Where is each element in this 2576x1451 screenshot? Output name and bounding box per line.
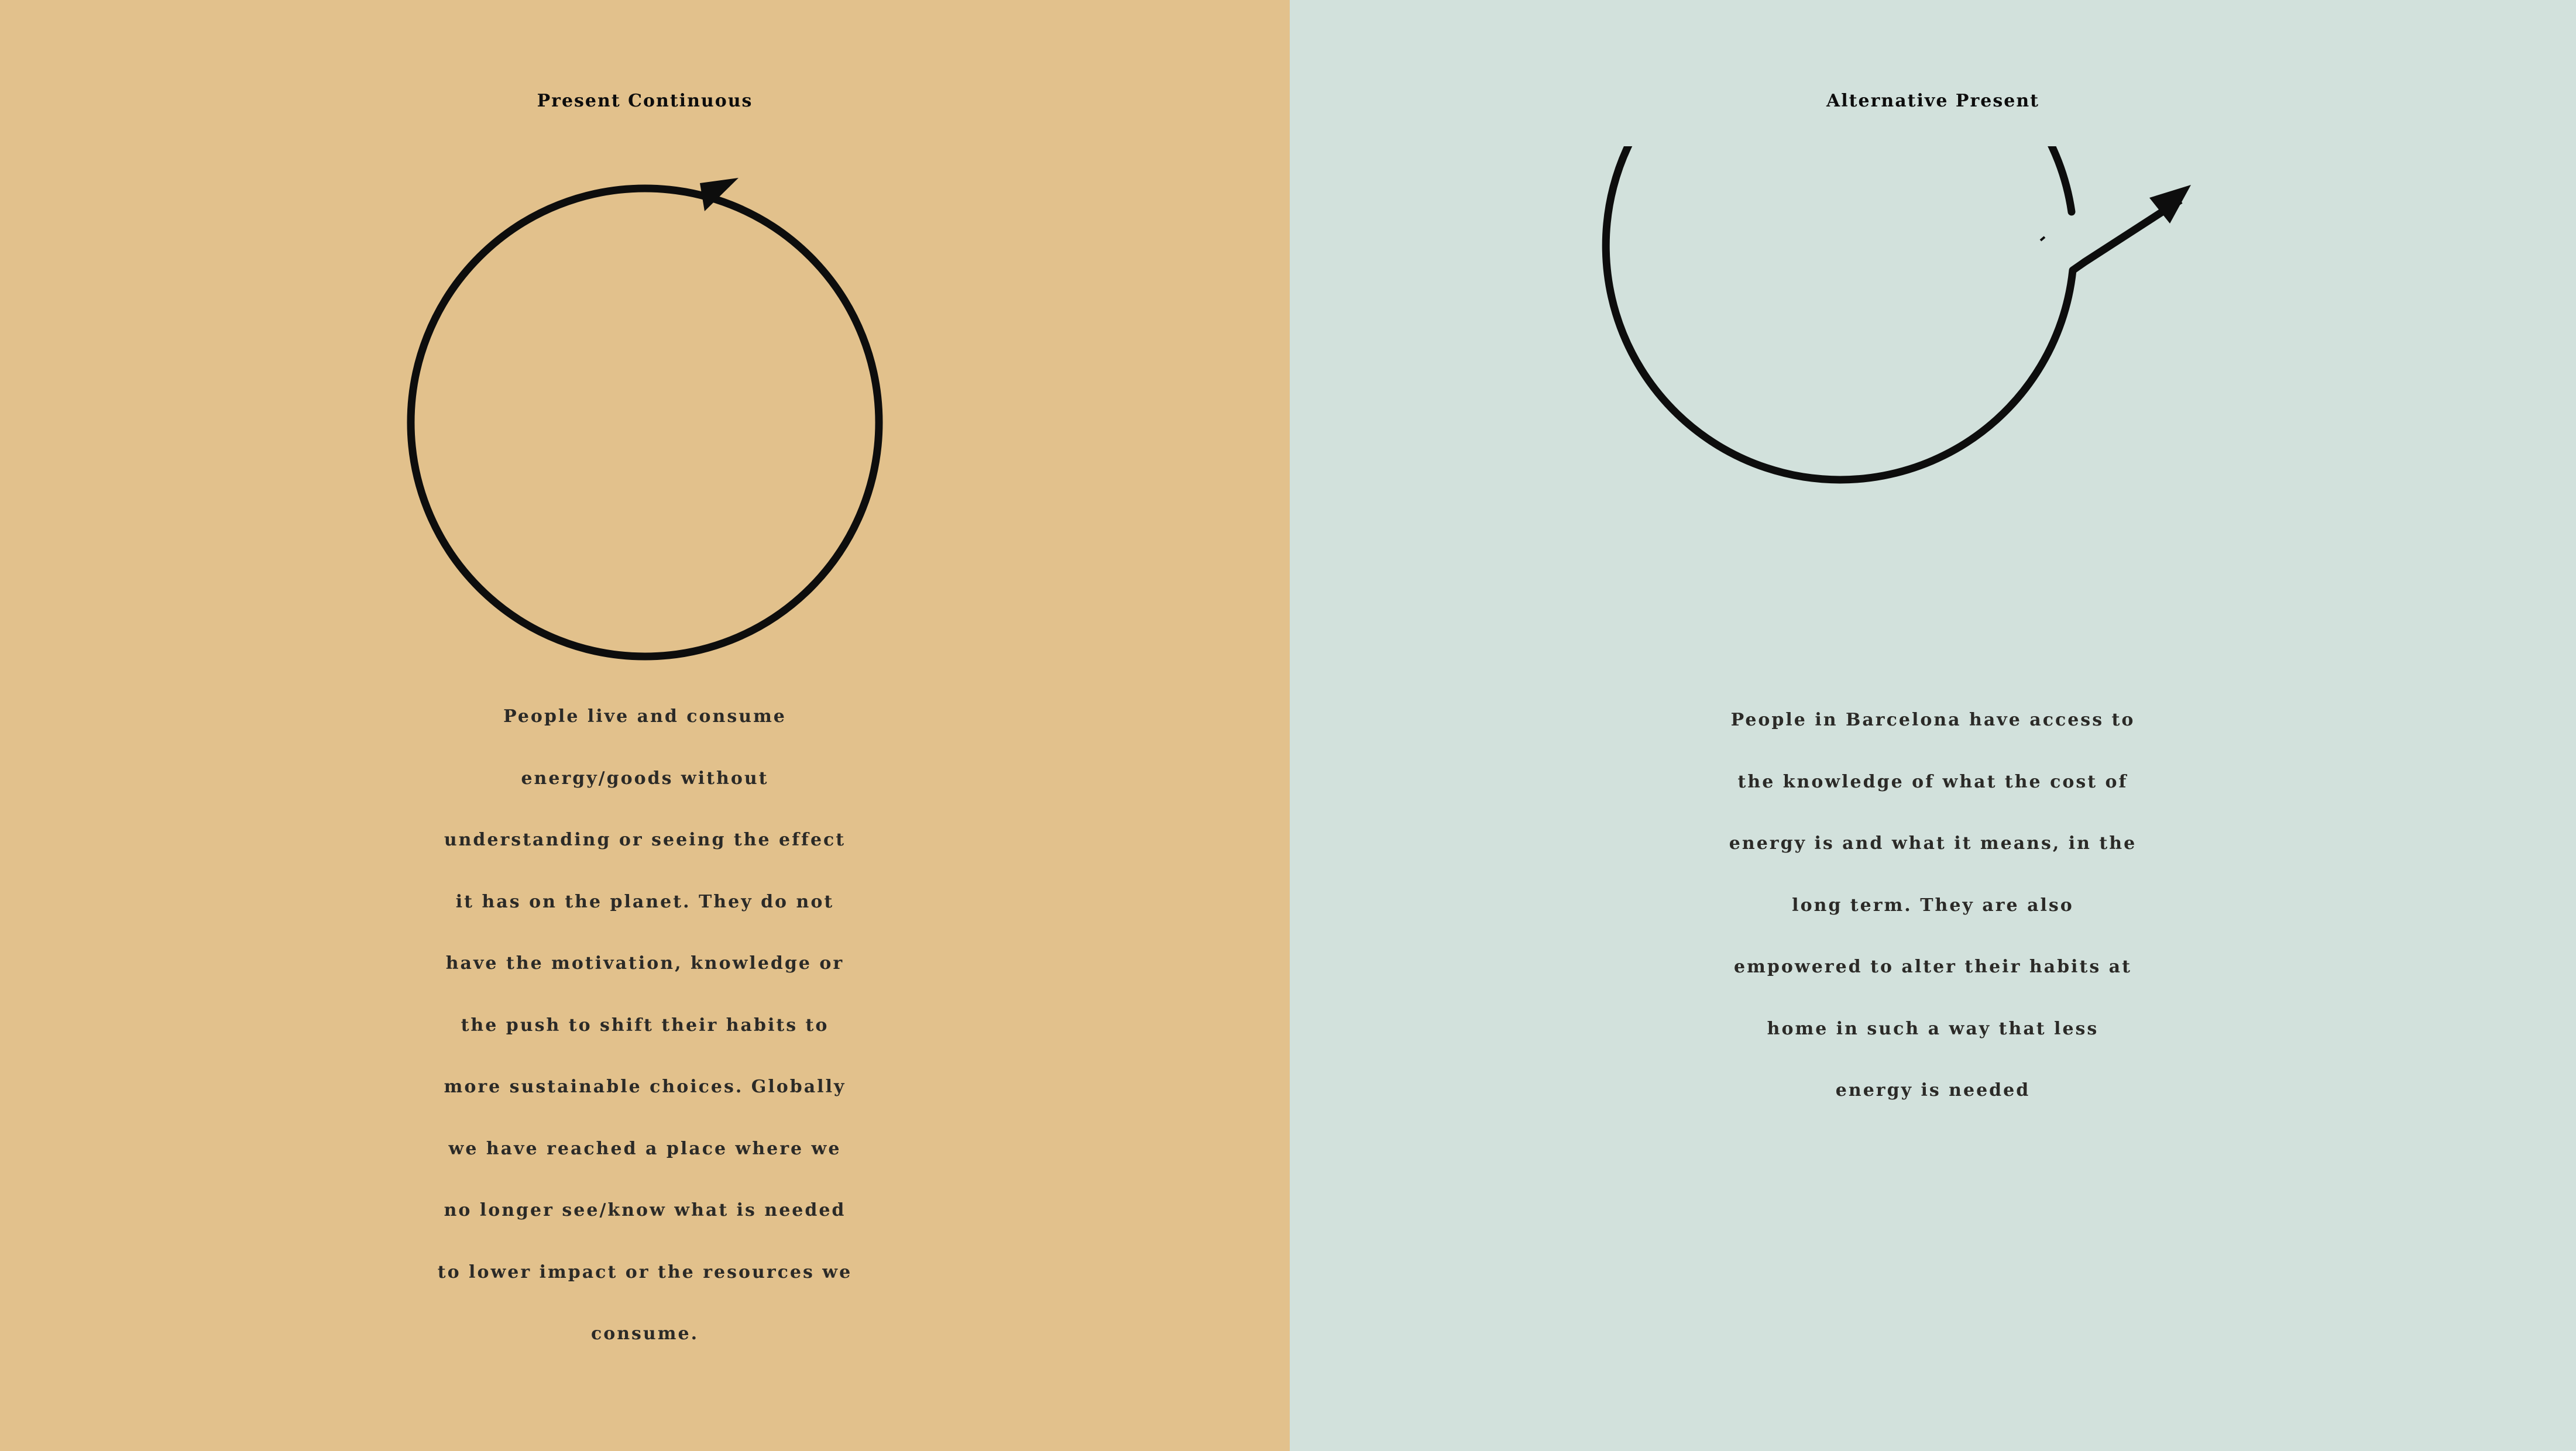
breakout-arrow-shaft <box>2070 197 2183 274</box>
closed-cycle-arrow-icon <box>407 178 883 661</box>
panel-title: Alternative Present <box>1826 91 2039 111</box>
description-line: it has on the planet. They do not <box>455 891 834 912</box>
description-line: have the motivation, knowledge or <box>445 953 844 974</box>
description-line: long term. They are also <box>1792 895 2074 916</box>
description-line: empowered to alter their habits at <box>1734 957 2132 977</box>
description-line: People in Barcelona have access to <box>1730 710 2135 730</box>
breakout-arrowhead <box>2149 185 2191 224</box>
description-line: energy/goods without <box>521 768 769 789</box>
description-line: the knowledge of what the cost of <box>1737 771 2128 792</box>
description-line: the push to shift their habits to <box>461 1015 829 1036</box>
description-line: People live and consume <box>503 706 786 727</box>
description-line: to lower impact or the resources we <box>437 1261 853 1282</box>
description-line: energy is needed <box>1835 1080 2031 1101</box>
description-line: no longer see/know what is needed <box>444 1200 846 1220</box>
panel-description: People live and consume energy/goods wit… <box>0 686 1290 1365</box>
description-line: understanding or seeing the effect <box>444 830 846 850</box>
open-cycle-breakout-arrow-icon <box>1602 146 2191 484</box>
description-line: consume. <box>590 1323 699 1344</box>
description-line: home in such a way that less <box>1767 1018 2099 1039</box>
alternative-present-panel: Alternative Present People in Barcelona … <box>1290 0 2576 1451</box>
open-cycle-arc <box>1602 146 2077 484</box>
panel-description: People in Barcelona have access to the k… <box>1290 689 2576 1122</box>
description-line: energy is and what it means, in the <box>1729 833 2137 854</box>
present-continuous-panel: Present Continuous People live and consu… <box>0 0 1290 1451</box>
description-line: we have reached a place where we <box>448 1138 842 1159</box>
description-line: more sustainable choices. Globally <box>444 1077 846 1097</box>
cycle-arrowhead <box>700 178 739 211</box>
arc-break-tick <box>2039 236 2046 242</box>
cycle-circle <box>407 184 883 661</box>
panel-title: Present Continuous <box>537 91 753 111</box>
